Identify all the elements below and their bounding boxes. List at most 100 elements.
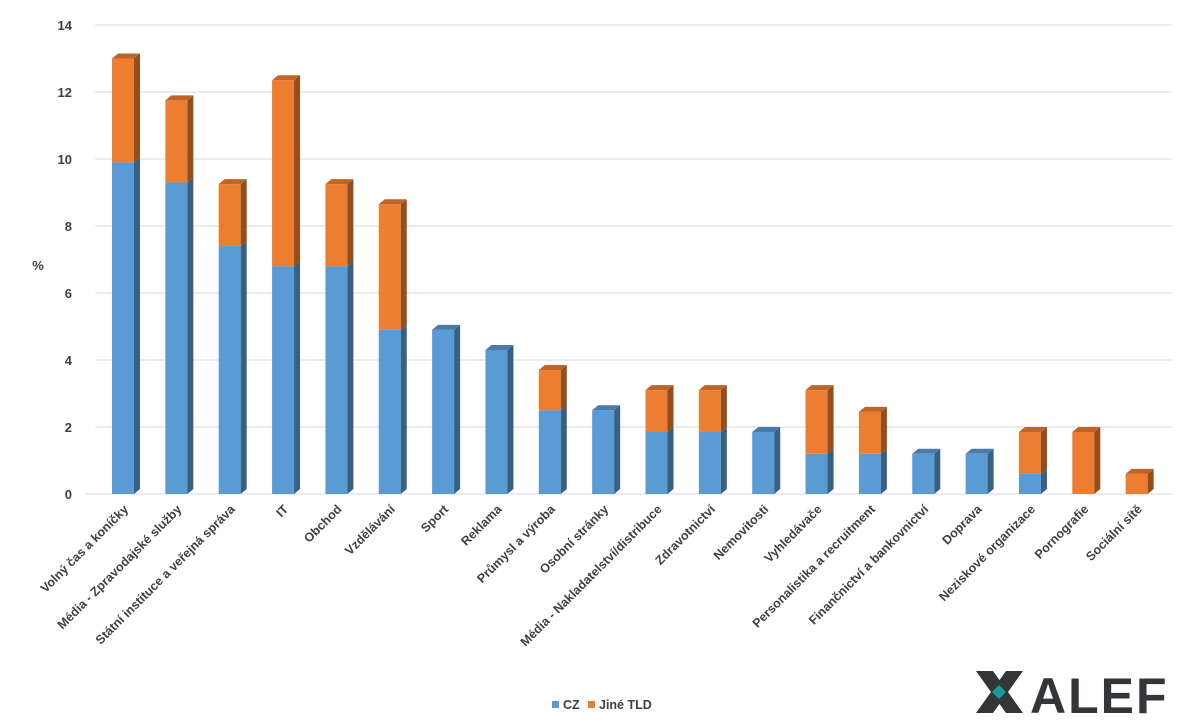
bar-top [805, 385, 834, 391]
bar-front [218, 246, 241, 494]
bar-segment [112, 157, 140, 494]
y-tick-label: 2 [65, 420, 72, 435]
bar-side [294, 261, 301, 494]
bar-top [858, 406, 887, 412]
bar-segment [965, 448, 994, 494]
bar-segment [272, 75, 301, 267]
x-tick-label: Neziskové organizace [936, 502, 1038, 604]
bar-side [1147, 468, 1154, 494]
bar-segment [485, 344, 514, 494]
bar-front [218, 184, 241, 247]
bar-side [187, 95, 194, 183]
bar-top [912, 448, 941, 454]
bar-front [805, 453, 828, 494]
bar-top [965, 448, 994, 454]
bar-side [134, 53, 140, 163]
x-tick-label: IT [273, 502, 291, 520]
bar-side [347, 179, 354, 267]
bar-side [507, 344, 514, 494]
bar-segment [538, 405, 567, 494]
bar-side [240, 179, 247, 247]
bar-side [294, 75, 301, 267]
x-tick-label: Reklama [458, 501, 505, 548]
bar-top [592, 405, 621, 411]
bar-front [538, 370, 561, 411]
bar-front [378, 329, 401, 494]
bar-segment [1018, 468, 1047, 494]
bar-front [858, 453, 881, 494]
bar-segment [805, 448, 834, 494]
bar-side [240, 241, 247, 494]
bar-front [698, 390, 721, 433]
bar-segment [645, 385, 674, 433]
bar-segment [1018, 427, 1047, 474]
bar-front [325, 184, 348, 267]
bar-top [698, 385, 727, 391]
bar-top [218, 179, 247, 185]
bar-segment [112, 53, 140, 163]
x-tick-label: Vzdělávání [342, 502, 398, 558]
x-tick-label: Sociální sítě [1083, 502, 1145, 564]
y-tick-label: 8 [65, 219, 72, 234]
bar-segment [378, 199, 407, 330]
bar-top [112, 53, 140, 59]
bar-side [187, 177, 194, 494]
bar-side [774, 427, 781, 494]
bar-segment [432, 324, 461, 494]
bar-top [1018, 427, 1047, 433]
bar-top [325, 179, 354, 185]
alef-x-icon [976, 671, 1023, 713]
bar-segment [752, 427, 781, 494]
y-axis-title: % [32, 258, 44, 273]
bar-top [272, 75, 301, 81]
bars [112, 53, 1154, 494]
bar-front [698, 432, 721, 494]
bar-side [934, 448, 941, 494]
bar-side [667, 427, 674, 494]
y-tick-label: 4 [65, 353, 73, 368]
bar-segment [698, 385, 727, 433]
bar-front [645, 390, 668, 433]
bar-front [752, 432, 775, 494]
bar-segment [325, 261, 354, 494]
bar-top [752, 427, 781, 433]
bar-side [720, 427, 727, 494]
bar-top [485, 344, 514, 350]
bar-front [805, 390, 828, 454]
gridlines [85, 24, 1172, 495]
bar-segment [912, 448, 941, 494]
bar-front [432, 329, 455, 494]
bar-top [432, 324, 461, 330]
bar-segment [218, 241, 247, 494]
y-tick-label: 14 [58, 18, 73, 33]
bar-segment [805, 385, 834, 454]
bar-side [400, 199, 407, 330]
bar-side [720, 385, 727, 433]
bar-front [592, 410, 615, 494]
bar-segment [378, 324, 407, 494]
y-axis-ticks: 0 2 4 6 8 10 12 14 [58, 18, 73, 502]
bar-segment [538, 365, 567, 411]
bar-front [1018, 473, 1041, 494]
legend: CZ Jiné TLD [552, 698, 652, 712]
bar-top [378, 199, 407, 205]
bar-front [858, 411, 881, 454]
bar-segment [165, 177, 194, 494]
bar-front [378, 204, 401, 330]
bar-front [538, 410, 561, 494]
bar-side [1040, 427, 1047, 474]
bar-front [112, 58, 134, 163]
bar-side [1040, 468, 1047, 494]
bar-top [538, 365, 567, 371]
bar-top [165, 95, 194, 101]
bar-segment [272, 261, 301, 494]
bar-front [272, 80, 295, 267]
bar-front [325, 266, 348, 494]
bar-top [1125, 468, 1154, 474]
bar-front [1018, 432, 1041, 474]
legend-label-jine-tld: Jiné TLD [599, 698, 652, 712]
y-tick-label: 12 [58, 85, 72, 100]
bar-segment [165, 95, 194, 183]
bar-side [454, 324, 461, 494]
